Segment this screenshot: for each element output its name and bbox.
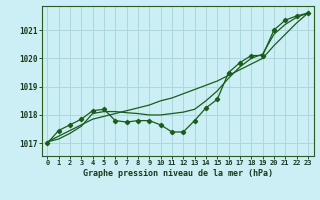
X-axis label: Graphe pression niveau de la mer (hPa): Graphe pression niveau de la mer (hPa)	[83, 169, 273, 178]
